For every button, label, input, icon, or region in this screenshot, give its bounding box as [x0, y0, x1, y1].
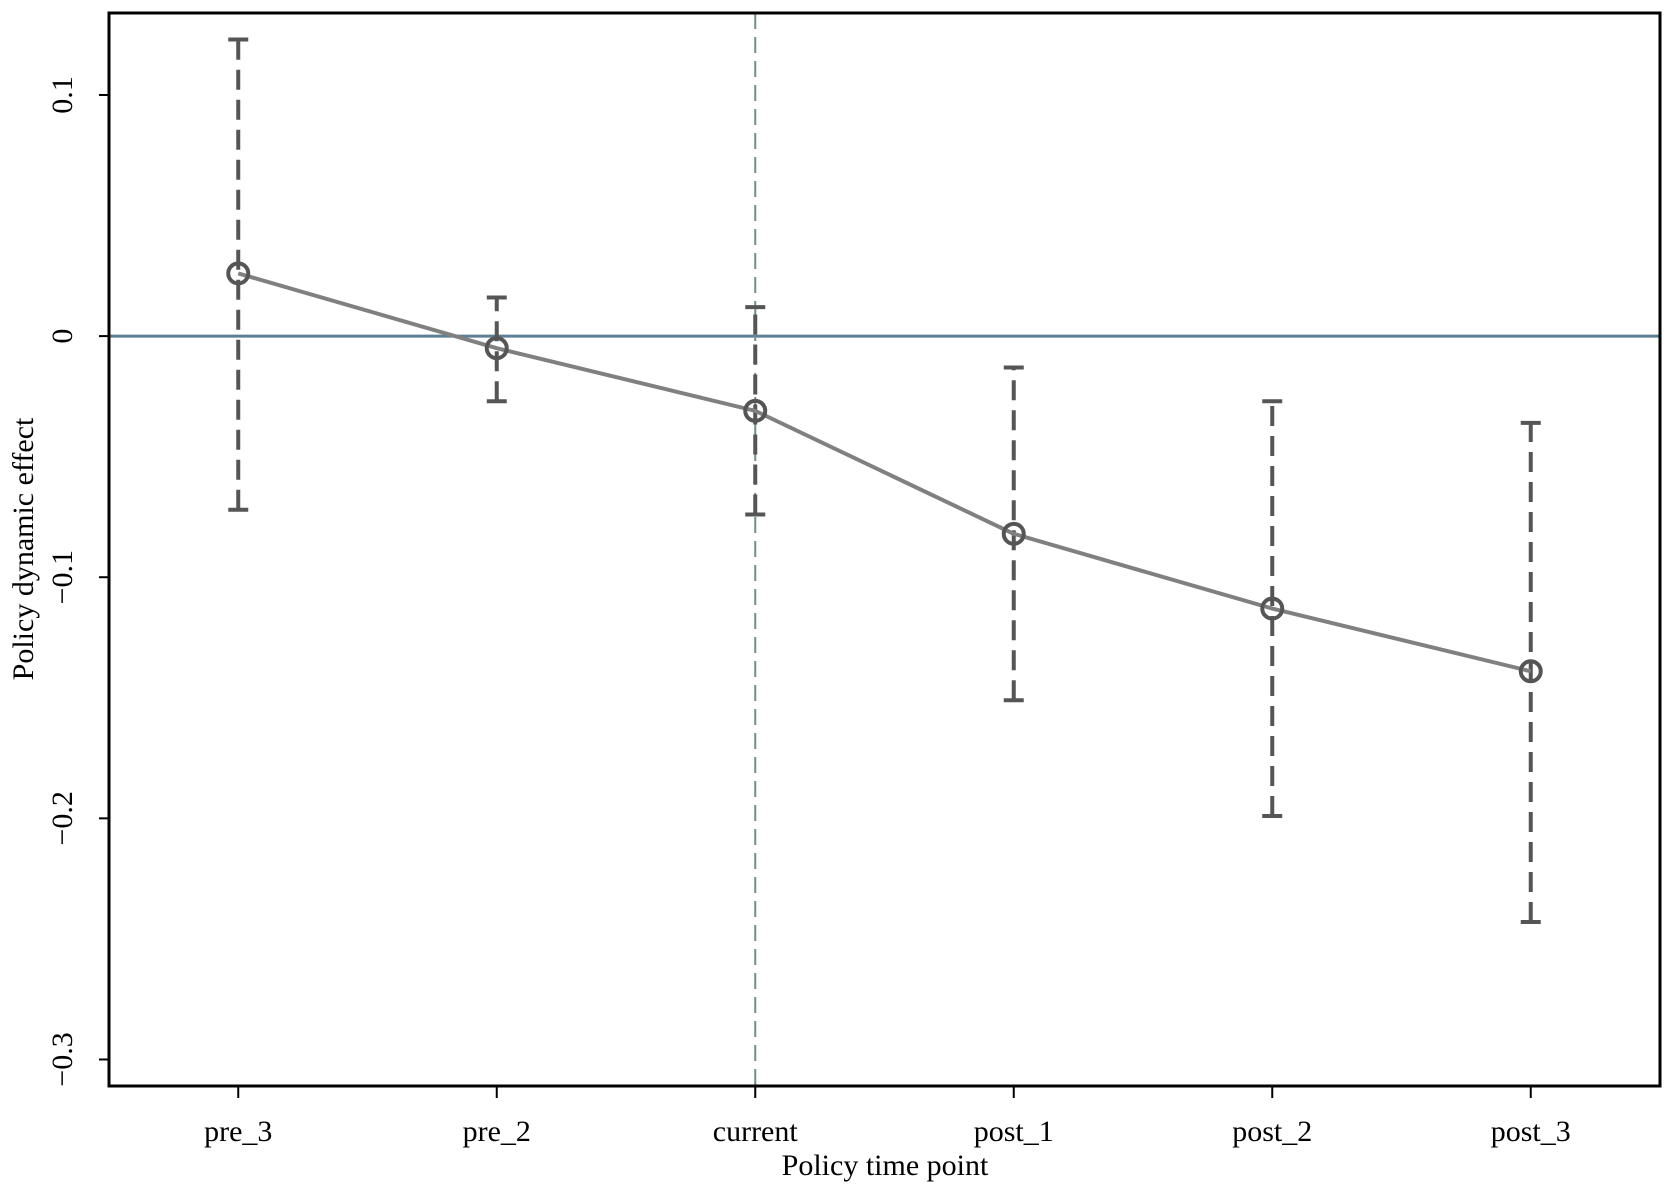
x-tick-label: current: [713, 1115, 799, 1148]
estimate-marker: [743, 398, 768, 423]
estimate-marker: [1260, 596, 1285, 621]
x-tick-label: pre_2: [463, 1115, 531, 1148]
x-tick-label: pre_3: [204, 1115, 272, 1148]
estimate-line: [237, 271, 1532, 674]
estimate-marker: [1518, 659, 1543, 684]
y-axis-label: Policy dynamic effect: [7, 417, 40, 680]
y-tick-label: 0: [46, 329, 79, 344]
plot-frame: [107, 11, 1662, 1088]
estimate-marker: [484, 336, 509, 361]
x-tick-label: post_3: [1491, 1115, 1571, 1148]
y-tick-label: −0.2: [46, 791, 79, 845]
y-tick-label: −0.1: [46, 550, 79, 604]
estimate-marker: [226, 261, 251, 286]
estimate-marker: [1001, 521, 1026, 546]
x-tick-label: post_2: [1232, 1115, 1312, 1148]
x-axis-label: Policy time point: [782, 1149, 989, 1182]
y-tick-label: 0.1: [46, 76, 79, 114]
y-tick-label: −0.3: [46, 1032, 79, 1086]
x-tick-label: post_1: [974, 1115, 1054, 1148]
